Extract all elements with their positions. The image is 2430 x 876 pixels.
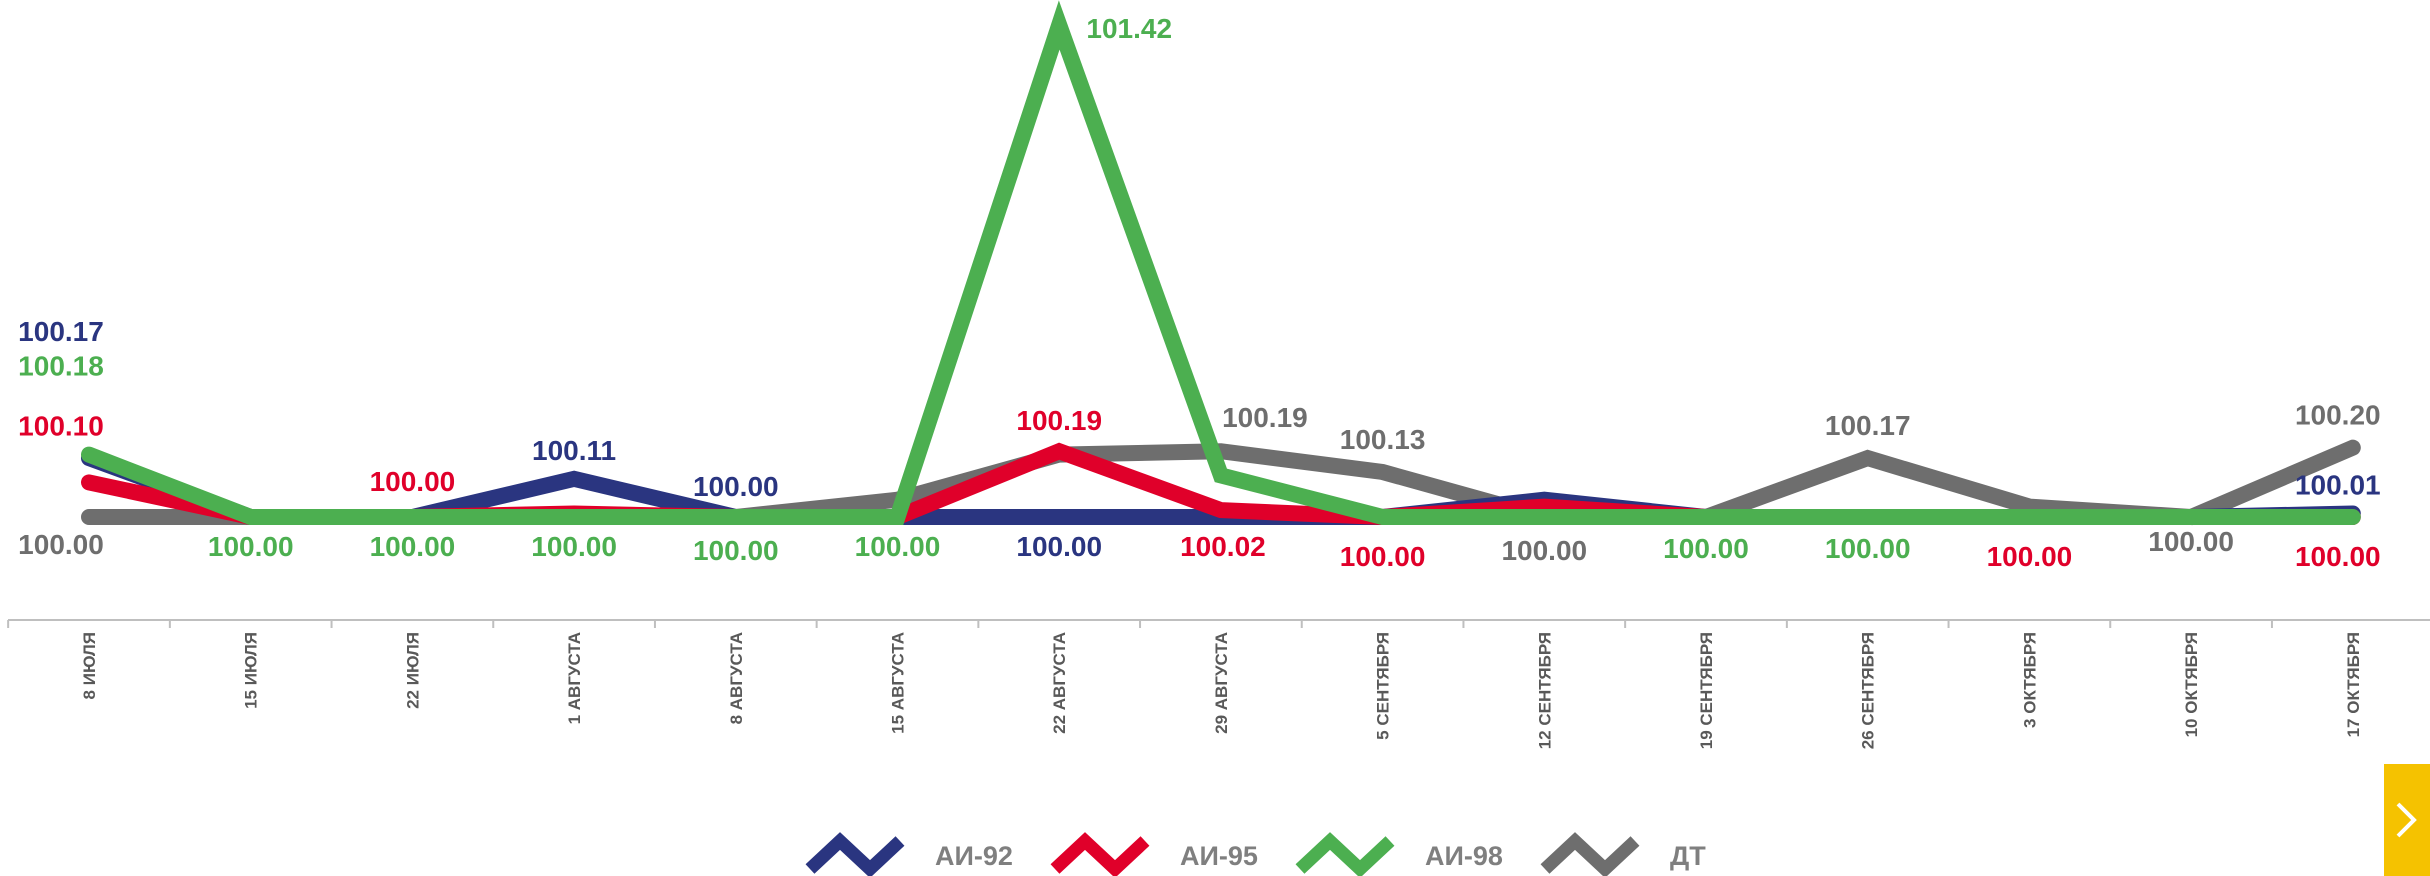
x-tick-label: 10 ОКТЯБРЯ	[2182, 632, 2201, 737]
data-label: 100.00	[1987, 541, 2073, 572]
x-tick-label: 8 ИЮЛЯ	[80, 632, 99, 699]
data-label: 100.00	[1340, 541, 1426, 572]
x-tick-label: 15 АВГУСТА	[889, 632, 908, 734]
x-tick-label: 17 ОКТЯБРЯ	[2344, 632, 2363, 737]
x-tick-label: 12 СЕНТЯБРЯ	[1535, 632, 1554, 749]
data-label: 100.19	[1222, 402, 1308, 433]
data-labels: 100.17 100.11 100.00 100.00 100.01 100.10 100.…	[18, 13, 2380, 572]
legend-swatch	[1540, 832, 1640, 876]
x-tick-marks	[7, 620, 2273, 628]
chevron-right-icon	[2396, 802, 2417, 838]
data-label: 100.11	[532, 435, 616, 466]
data-label: 100.18	[18, 351, 104, 382]
data-label: 100.00	[1663, 533, 1749, 564]
data-label: 100.00	[2148, 526, 2234, 557]
x-tick-label: 29 АВГУСТА	[1212, 632, 1231, 734]
data-label: 100.01	[2295, 470, 2381, 501]
legend-label: АИ-95	[1180, 841, 1258, 871]
legend-swatch	[1295, 832, 1395, 876]
legend-label: ДТ	[1670, 841, 1706, 871]
data-label: 101.42	[1086, 13, 1172, 44]
data-label: 100.00	[18, 529, 104, 560]
legend-item: АИ-95	[1050, 832, 1258, 876]
legend-item: ДТ	[1540, 832, 1706, 876]
x-tick-label: 1 АВГУСТА	[565, 632, 584, 724]
data-label: 100.13	[1340, 424, 1426, 455]
data-label: 100.00	[531, 531, 617, 562]
data-label: 100.00	[693, 535, 779, 566]
data-label: 100.00	[855, 531, 941, 562]
legend-item: АИ-98	[1295, 832, 1503, 876]
series-line-3	[81, 0, 2361, 525]
x-tick-label: 26 СЕНТЯБРЯ	[1859, 632, 1878, 749]
data-label: 100.10	[18, 410, 104, 441]
data-label: 100.17	[18, 316, 104, 347]
data-label: 100.00	[1501, 535, 1587, 566]
data-label: 100.17	[1825, 410, 1911, 441]
legend-swatch	[805, 832, 905, 876]
data-label: 100.00	[1016, 531, 1102, 562]
next-slide-button[interactable]	[2384, 764, 2430, 876]
data-label: 100.00	[693, 471, 779, 502]
legend-swatch	[1050, 832, 1150, 876]
x-tick-label: 5 СЕНТЯБРЯ	[1374, 632, 1393, 740]
legend-label: АИ-92	[935, 841, 1013, 871]
series-lines	[81, 0, 2361, 526]
x-tick-label: 19 СЕНТЯБРЯ	[1697, 632, 1716, 749]
legend-item: АИ-92	[805, 832, 1013, 876]
data-label: 100.00	[370, 466, 456, 497]
data-label: 100.19	[1016, 405, 1102, 436]
x-tick-label: 15 ИЮЛЯ	[242, 632, 261, 709]
x-tick-labels: 8 ИЮЛЯ 15 ИЮЛЯ 22 ИЮЛЯ 1 АВГУСТА 8 АВГУСТА 15…	[80, 632, 2363, 749]
legend-label: АИ-98	[1425, 841, 1503, 871]
legend: АИ-92 АИ-95 АИ-98 ДТ	[805, 832, 1706, 876]
x-tick-label: 22 АВГУСТА	[1050, 632, 1069, 734]
data-label: 100.00	[1825, 533, 1911, 564]
x-tick-label: 8 АВГУСТА	[727, 632, 746, 724]
data-label: 100.00	[208, 531, 294, 562]
data-label: 100.02	[1180, 531, 1266, 562]
x-tick-label: 22 ИЮЛЯ	[403, 632, 422, 709]
data-label: 100.20	[2295, 400, 2381, 431]
data-label: 100.00	[370, 531, 456, 562]
data-label: 100.00	[2295, 541, 2381, 572]
x-tick-label: 3 ОКТЯБРЯ	[2020, 632, 2039, 728]
